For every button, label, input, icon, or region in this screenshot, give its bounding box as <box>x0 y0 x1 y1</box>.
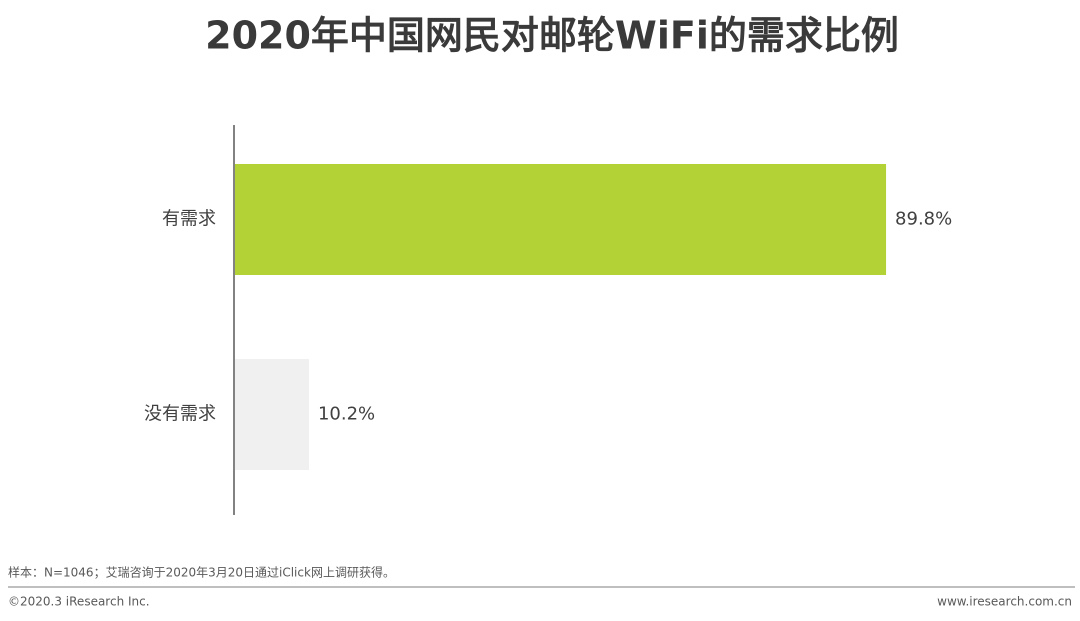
data-label: 10.2% <box>318 404 375 425</box>
bar <box>235 164 887 275</box>
chart-title: 2020年中国网民对邮轮WiFi的需求比例 <box>205 14 899 58</box>
footnote: 样本：N=1046；艾瑞咨询于2020年3月20日通过iClick网上调研获得。 <box>8 565 395 580</box>
data-label: 89.8% <box>895 209 952 230</box>
y-tick-label: 有需求 <box>162 209 216 230</box>
copyright: ©2020.3 iResearch Inc. <box>8 595 150 609</box>
bar <box>235 359 309 470</box>
website: www.iresearch.com.cn <box>937 595 1072 609</box>
y-tick-label: 没有需求 <box>144 404 216 425</box>
